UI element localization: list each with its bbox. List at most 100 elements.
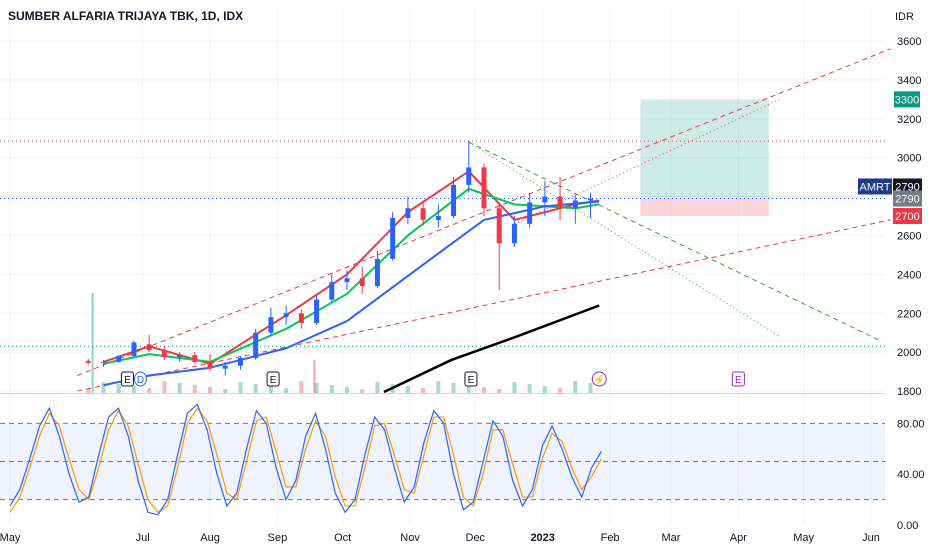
stop-zone	[640, 198, 769, 217]
chart-title: SUMBER ALFARIA TRIJAYA TBK, 1D, IDX	[8, 9, 243, 23]
price-tag	[893, 190, 922, 207]
volume-bar	[481, 387, 486, 393]
event-label: E	[468, 375, 475, 386]
time-axis[interactable]: May Jul Aug Sep Oct Nov Dec 2023 Feb Mar Apr May Jun	[0, 532, 880, 544]
price-tick-label: 1800	[897, 386, 921, 398]
volume-bar	[162, 381, 167, 393]
volume-bar	[451, 383, 456, 393]
time-tick-label: Feb	[601, 532, 620, 544]
target-zone	[640, 99, 769, 199]
candle-body	[85, 360, 91, 363]
time-tick-label: Oct	[334, 532, 351, 544]
event-marker	[120, 371, 134, 387]
osc-axis[interactable]: 0.00 40.00 80.00	[897, 418, 925, 532]
volume-bar	[466, 385, 471, 393]
volume-bar	[588, 383, 593, 393]
event-label: E	[735, 375, 742, 386]
time-tick-label: Jul	[136, 532, 150, 544]
candle-body	[405, 208, 411, 218]
time-tick-label: May	[0, 532, 21, 544]
volume-bar	[268, 386, 273, 393]
target-tag	[894, 91, 920, 108]
candle-body	[344, 278, 350, 283]
candle-body	[481, 167, 487, 209]
volume-bar	[177, 383, 182, 393]
price-tag-text: 2790	[895, 181, 919, 193]
volume-bar	[497, 389, 502, 393]
time-tick-label: May	[793, 532, 814, 544]
candle-body	[527, 202, 533, 224]
event-label: E	[124, 375, 131, 386]
trend-line	[468, 141, 880, 341]
event-marker	[591, 371, 607, 387]
volume-bar	[238, 382, 243, 393]
candle-body	[131, 342, 137, 357]
time-tick-label: Nov	[400, 532, 420, 544]
price-tag	[893, 178, 922, 195]
candle-body	[177, 355, 183, 358]
time-tick-label: Mar	[661, 532, 680, 544]
event-marker	[133, 371, 147, 387]
price-tag-text: 2700	[895, 211, 919, 223]
volume-bar	[223, 389, 228, 393]
volume-bar	[527, 384, 532, 393]
candle-body	[435, 216, 441, 220]
time-tick-label: Sep	[268, 532, 288, 544]
volume-bar	[360, 389, 365, 393]
target-tag-text: 3300	[895, 94, 919, 106]
candle-body	[237, 357, 243, 366]
candle-body	[420, 208, 426, 220]
price-tick-label: 2600	[897, 230, 921, 242]
position-tool[interactable]	[640, 99, 769, 217]
price-tag-text: 2790	[895, 194, 919, 206]
volume-bar	[86, 389, 91, 393]
volume-bar	[558, 388, 563, 393]
volume-bar	[375, 382, 380, 393]
event-markers[interactable]: E D E E ⚡ E	[120, 371, 745, 387]
volume-bar	[253, 384, 258, 393]
volume-bar	[284, 388, 289, 393]
symbol-tag-text: AMRT	[860, 181, 891, 193]
osc-k-line	[9, 403, 602, 516]
time-tick-label: Dec	[466, 532, 486, 544]
event-label: ⚡	[593, 373, 605, 386]
candle-body	[253, 332, 259, 358]
volume-bar	[329, 385, 334, 393]
candle-body	[161, 350, 167, 358]
candle-body	[207, 361, 213, 369]
candle-body	[283, 313, 289, 318]
volume-bar	[345, 387, 350, 393]
candle-body	[314, 299, 320, 323]
volume-spike	[313, 360, 316, 393]
osc-tick-label: 0.00	[897, 520, 918, 532]
event-marker	[464, 371, 478, 387]
candle-body	[451, 184, 457, 217]
volume-bar	[131, 386, 136, 393]
event-label: D	[137, 375, 144, 386]
volume-spike	[91, 293, 94, 393]
time-tick-label: Apr	[730, 532, 747, 544]
price-tick-label: 2000	[897, 347, 921, 359]
volume-bar	[421, 388, 426, 393]
candle-body	[329, 282, 335, 300]
price-tick-label: 3600	[897, 36, 921, 48]
candlesticks	[85, 140, 594, 376]
candle-body	[511, 223, 517, 244]
candle-body	[192, 355, 198, 362]
volume-bar	[116, 384, 121, 393]
event-marker	[731, 371, 745, 387]
volume-bar	[192, 385, 197, 393]
event-label: E	[270, 375, 277, 386]
volume-bar	[436, 381, 441, 393]
candle-body	[100, 361, 106, 363]
symbol-tag	[858, 178, 892, 195]
price-tick-label: 3200	[897, 114, 921, 126]
candle-body	[542, 196, 548, 203]
price-tag	[893, 208, 922, 225]
candle-body	[116, 356, 122, 362]
candle-body	[222, 365, 228, 369]
event-marker	[266, 371, 280, 387]
volume-bar	[573, 381, 578, 393]
